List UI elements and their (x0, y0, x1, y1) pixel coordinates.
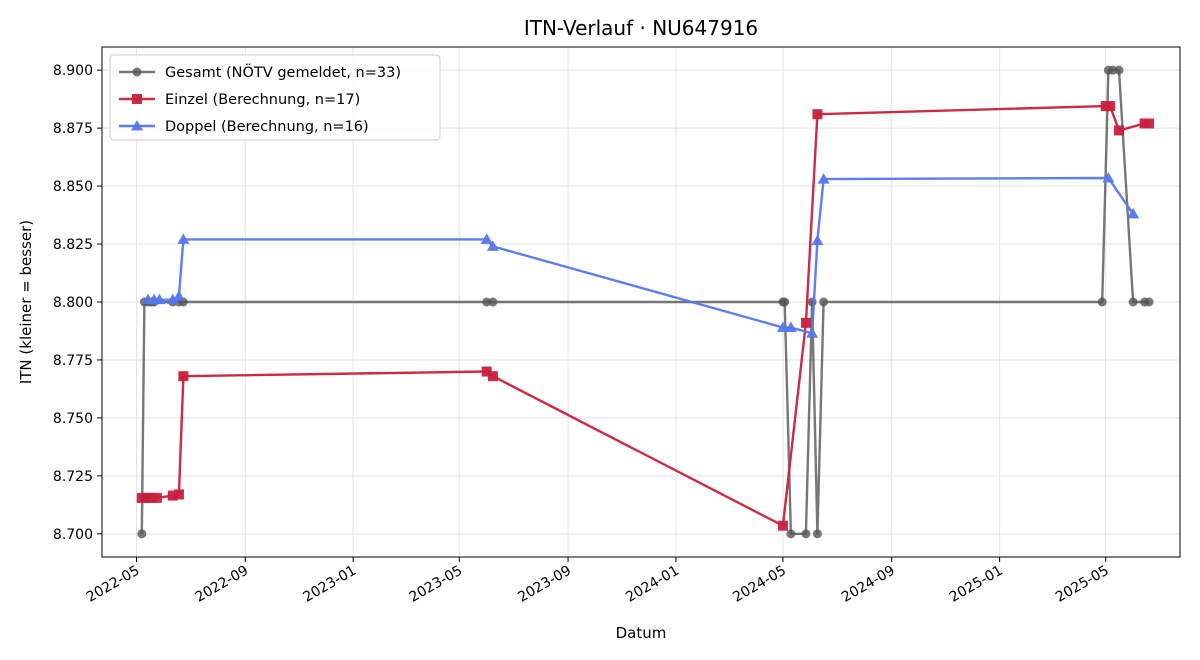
y-tick-label: 8.825 (53, 237, 93, 253)
x-tick-label: 2023-05 (407, 563, 466, 606)
data-point (1144, 297, 1154, 307)
data-point (786, 529, 796, 539)
data-point (166, 293, 179, 305)
data-point (819, 297, 829, 307)
data-point (1144, 118, 1155, 129)
data-point (812, 109, 823, 120)
data-point (153, 293, 166, 305)
legend-entry: Doppel (Berechnung, n=16) (119, 119, 369, 135)
legend: Gesamt (NÖTV gemeldet, n=33) Einzel (Bere… (109, 54, 441, 141)
legend-swatch-marker (132, 67, 142, 77)
data-point (146, 492, 157, 503)
y-tick-label: 8.900 (53, 63, 93, 79)
x-tick-label: 2022-05 (84, 563, 143, 606)
x-tick-label: 2022-09 (193, 563, 252, 606)
data-point (480, 233, 493, 244)
y-axis-label: ITN (kleiner = besser) (17, 220, 35, 384)
data-point (481, 366, 492, 377)
data-point (1113, 125, 1124, 136)
x-tick-label: 2024-01 (623, 563, 682, 606)
data-point (811, 234, 824, 246)
data-point (482, 297, 492, 307)
data-point (817, 173, 830, 184)
data-point (1114, 65, 1124, 75)
y-axis: 8.700 8.725 8.750 8.775 8.800 8.825 8.850 8.875… (53, 63, 102, 543)
legend-swatch-marker (131, 120, 143, 131)
series-line (148, 176, 1135, 335)
y-tick-label: 8.700 (53, 527, 93, 543)
data-point (784, 321, 797, 332)
data-point (1097, 297, 1107, 307)
series-line (141, 104, 1149, 527)
data-point (776, 321, 789, 332)
data-point (167, 490, 178, 501)
legend-box (109, 54, 441, 141)
data-point (151, 492, 162, 503)
data-point (488, 297, 498, 307)
data-point (777, 520, 788, 531)
data-point (1128, 297, 1138, 307)
y-tick-label: 8.750 (53, 411, 93, 427)
y-tick-label: 8.725 (53, 469, 93, 485)
legend-label: Doppel (Berechnung, n=16) (165, 119, 369, 135)
data-point (172, 290, 185, 301)
x-axis: 2022-05 2022-09 2023-01 2023-05 2023-09 2024-… (84, 557, 1112, 606)
legend-entry: Gesamt (NÖTV gemeldet, n=33) (119, 63, 401, 81)
y-tick-label: 8.800 (53, 295, 93, 311)
data-point (137, 529, 147, 539)
grid-lines (102, 47, 1180, 557)
data-point (177, 233, 190, 244)
data-point (800, 317, 811, 328)
x-tick-label: 2025-05 (1053, 563, 1112, 606)
data-point (1108, 65, 1118, 75)
data-point (806, 327, 819, 338)
data-point (487, 371, 498, 382)
data-point (178, 371, 189, 382)
x-tick-label: 2024-09 (839, 563, 898, 606)
data-point (801, 529, 811, 539)
x-axis-label: Datum (616, 624, 667, 642)
data-point (141, 492, 152, 503)
data-point (1105, 101, 1116, 112)
x-tick-label: 2023-01 (300, 563, 359, 606)
series-square (136, 101, 1155, 531)
data-point (1102, 171, 1115, 183)
data-point (780, 297, 790, 307)
chart-title: ITN-Verlauf · NU647916 (524, 16, 758, 40)
x-tick-label: 2025-01 (947, 563, 1006, 606)
legend-label: Einzel (Berechnung, n=17) (165, 92, 360, 108)
y-tick-label: 8.775 (53, 353, 93, 369)
series-triangle (141, 171, 1140, 338)
x-tick-label: 2024-05 (730, 563, 789, 606)
legend-entry: Einzel (Berechnung, n=17) (119, 92, 360, 108)
data-point (486, 240, 499, 251)
data-point (1127, 207, 1140, 219)
data-point (173, 489, 184, 500)
legend-label: Gesamt (NÖTV gemeldet, n=33) (165, 63, 401, 81)
y-tick-label: 8.875 (53, 121, 93, 137)
y-tick-label: 8.850 (53, 179, 93, 195)
series-group (136, 65, 1155, 539)
legend-swatch-marker (132, 94, 142, 104)
x-tick-label: 2023-09 (515, 563, 574, 606)
data-point (812, 529, 822, 539)
